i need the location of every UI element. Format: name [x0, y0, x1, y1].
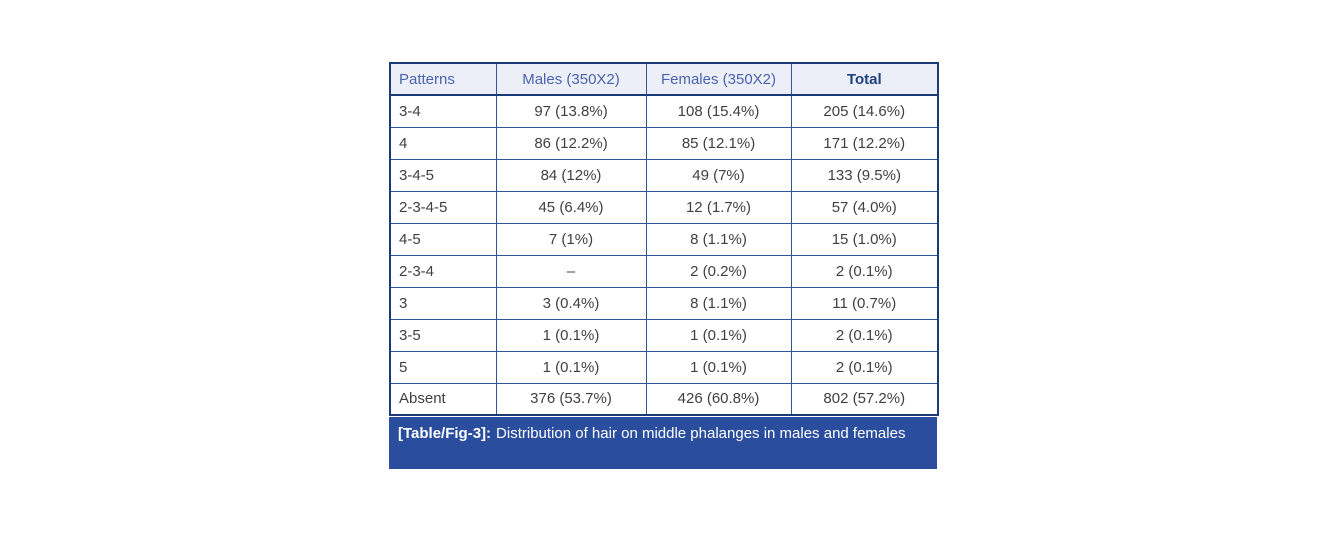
header-patterns: Patterns [389, 62, 497, 96]
total-cell: 133 (9.5%) [790, 158, 939, 192]
pattern-cell: 3-4-5 [389, 158, 497, 192]
pattern-cell: 5 [389, 350, 497, 384]
total-cell: 2 (0.1%) [790, 254, 939, 288]
total-cell: 2 (0.1%) [790, 350, 939, 384]
table-row: 3-4 97 (13.8%) 108 (15.4%) 205 (14.6%) [389, 94, 939, 128]
table-row: 2-3-4-5 45 (6.4%) 12 (1.7%) 57 (4.0%) [389, 190, 939, 224]
total-cell: 2 (0.1%) [790, 318, 939, 352]
females-cell: 49 (7%) [645, 158, 792, 192]
header-row: Patterns Males (350X2) Females (350X2) T… [389, 62, 939, 96]
females-cell: 8 (1.1%) [645, 222, 792, 256]
table-row: 3 3 (0.4%) 8 (1.1%) 11 (0.7%) [389, 286, 939, 320]
caption-text: Distribution of hair on middle phalanges… [496, 425, 906, 442]
females-cell: 12 (1.7%) [645, 190, 792, 224]
females-cell: 108 (15.4%) [645, 94, 792, 128]
females-cell: 2 (0.2%) [645, 254, 792, 288]
figure-caption: [Table/Fig-3]: Distribution of hair on mi… [389, 417, 937, 469]
males-cell: 45 (6.4%) [495, 190, 647, 224]
males-cell: – [495, 254, 647, 288]
females-cell: 426 (60.8%) [645, 382, 792, 416]
pattern-cell: 4-5 [389, 222, 497, 256]
males-cell: 376 (53.7%) [495, 382, 647, 416]
total-cell: 205 (14.6%) [790, 94, 939, 128]
table-row: Absent 376 (53.7%) 426 (60.8%) 802 (57.2… [389, 382, 939, 416]
males-cell: 3 (0.4%) [495, 286, 647, 320]
total-cell: 57 (4.0%) [790, 190, 939, 224]
total-cell: 802 (57.2%) [790, 382, 939, 416]
table-row: 4-5 7 (1%) 8 (1.1%) 15 (1.0%) [389, 222, 939, 256]
pattern-cell: 3 [389, 286, 497, 320]
males-cell: 86 (12.2%) [495, 126, 647, 160]
total-cell: 15 (1.0%) [790, 222, 939, 256]
data-table: Patterns Males (350X2) Females (350X2) T… [389, 62, 939, 416]
pattern-cell: 3-5 [389, 318, 497, 352]
pattern-cell: 2-3-4 [389, 254, 497, 288]
table-row: 4 86 (12.2%) 85 (12.1%) 171 (12.2%) [389, 126, 939, 160]
table-figure: Patterns Males (350X2) Females (350X2) T… [389, 62, 939, 469]
table-row: 3-5 1 (0.1%) 1 (0.1%) 2 (0.1%) [389, 318, 939, 352]
caption-label: [Table/Fig-3]: [398, 425, 492, 442]
pattern-cell: Absent [389, 382, 497, 416]
males-cell: 1 (0.1%) [495, 318, 647, 352]
females-cell: 1 (0.1%) [645, 318, 792, 352]
males-cell: 1 (0.1%) [495, 350, 647, 384]
header-total: Total [790, 62, 939, 96]
table-row: 5 1 (0.1%) 1 (0.1%) 2 (0.1%) [389, 350, 939, 384]
females-cell: 1 (0.1%) [645, 350, 792, 384]
males-cell: 7 (1%) [495, 222, 647, 256]
header-females: Females (350X2) [645, 62, 792, 96]
table-row: 2-3-4 – 2 (0.2%) 2 (0.1%) [389, 254, 939, 288]
pattern-cell: 2-3-4-5 [389, 190, 497, 224]
females-cell: 85 (12.1%) [645, 126, 792, 160]
header-males: Males (350X2) [495, 62, 647, 96]
females-cell: 8 (1.1%) [645, 286, 792, 320]
total-cell: 11 (0.7%) [790, 286, 939, 320]
pattern-cell: 3-4 [389, 94, 497, 128]
males-cell: 97 (13.8%) [495, 94, 647, 128]
total-cell: 171 (12.2%) [790, 126, 939, 160]
pattern-cell: 4 [389, 126, 497, 160]
males-cell: 84 (12%) [495, 158, 647, 192]
table-row: 3-4-5 84 (12%) 49 (7%) 133 (9.5%) [389, 158, 939, 192]
